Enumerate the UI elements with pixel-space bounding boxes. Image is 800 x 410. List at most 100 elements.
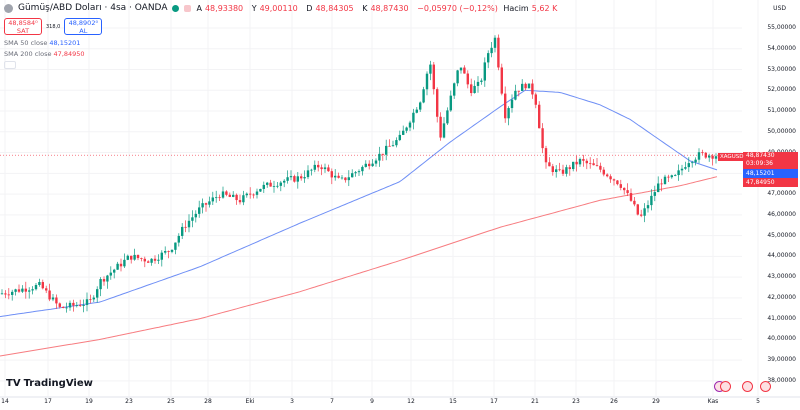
candle-body [476, 81, 480, 86]
candle-body [419, 102, 422, 110]
candle-body [402, 130, 405, 135]
chart-header: Gümüş/ABD Doları · 4sa · OANDA A 48,93380… [4, 3, 560, 13]
candle-body [289, 176, 293, 178]
candle-body [708, 155, 711, 158]
candle-body [153, 258, 157, 261]
price-axis-label: 43,00000 [767, 273, 796, 281]
candle-body [106, 275, 109, 282]
candle-body [24, 288, 27, 292]
candle-body [425, 73, 429, 90]
candle-body [167, 251, 170, 252]
symbol-icon [4, 3, 13, 13]
candle-body [334, 175, 337, 178]
candle-body [398, 134, 401, 141]
symbol-title[interactable]: Gümüş/ABD Doları · 4sa · OANDA [18, 3, 168, 13]
candle-body [62, 306, 65, 308]
candle-body [422, 89, 425, 103]
time-axis-label: 9 [370, 398, 374, 405]
candle-body [381, 153, 384, 155]
sma200-legend[interactable]: SMA 200 close 47,84950 [4, 50, 85, 58]
candle-body [38, 282, 41, 286]
candle-body [534, 94, 537, 105]
candle-body [28, 290, 31, 292]
time-axis-label: 14 [1, 398, 9, 405]
candle-body [177, 235, 180, 243]
time-axis-label: 12 [407, 398, 415, 405]
candle-body [432, 64, 435, 90]
price-axis-label: 54,00000 [767, 44, 796, 52]
time-axis-label: Eki [245, 398, 255, 405]
ohlc-values: A 48,93380 Y 49,00110 D 48,84305 K 48,87430 … [196, 3, 558, 13]
candle-body [527, 83, 531, 89]
candle-body [82, 305, 85, 306]
candle-body [65, 307, 68, 309]
candle-body [313, 164, 316, 170]
candle-body [300, 176, 303, 179]
candle-body [466, 73, 469, 85]
candle-body [572, 161, 575, 170]
candle-body [0, 293, 4, 295]
candle-body [459, 67, 463, 71]
candle-body [674, 175, 677, 176]
price-axis-label: 42,00000 [767, 293, 796, 301]
candle-body [650, 195, 653, 206]
candle-body [701, 152, 704, 154]
candle-body [680, 168, 684, 171]
sma200-tag: 47,84950 [743, 178, 798, 187]
price-axis-label: 47,00000 [767, 190, 796, 198]
candle-body [320, 167, 323, 170]
time-axis-label: 3 [290, 398, 294, 405]
sma50-legend[interactable]: SMA 50 close 48,15201 [4, 39, 81, 47]
candle-body [589, 163, 592, 165]
candle-body [68, 302, 72, 308]
event-flag-icon[interactable] [720, 381, 731, 392]
price-axis-label: 45,00000 [767, 231, 796, 239]
candle-body [136, 254, 140, 259]
candle-body [391, 145, 395, 147]
event-flag-icon[interactable] [760, 381, 771, 392]
data-status-icon [184, 4, 192, 12]
candle-body [371, 163, 374, 167]
candle-body [439, 116, 442, 138]
candle-body [34, 285, 38, 290]
buy-button[interactable]: 48,8902⁰ AL [64, 18, 103, 35]
candle-body [714, 156, 718, 159]
candle-body [347, 177, 350, 181]
sell-button[interactable]: 48,8584⁰ SAT [4, 18, 42, 35]
candle-body [323, 167, 327, 170]
candle-body [663, 176, 667, 185]
candle-body [629, 193, 633, 201]
candle-body [687, 163, 690, 168]
candle-body [150, 258, 153, 263]
candle-body [582, 158, 585, 161]
collapse-legend-button[interactable] [4, 61, 16, 69]
tradingview-logo[interactable]: 𝗧𝗩 TradingView [6, 378, 93, 389]
candle-body [174, 242, 177, 250]
candle-body [524, 83, 527, 89]
candle-body [269, 182, 272, 187]
time-axis-label: 5 [756, 398, 760, 405]
candle-body [442, 123, 446, 138]
candle-body [623, 187, 626, 191]
candle-body [113, 269, 116, 273]
candle-body [538, 104, 541, 129]
candle-body [517, 90, 520, 92]
candle-body [310, 169, 313, 171]
candle-body [436, 89, 439, 117]
candle-body [646, 205, 650, 209]
candle-body [279, 182, 282, 186]
candle-body [102, 279, 106, 282]
candle-body [225, 191, 228, 195]
candle-body [96, 289, 99, 298]
event-flag-icon[interactable] [742, 381, 753, 392]
candle-body [4, 293, 7, 295]
candle-body [500, 67, 503, 94]
candle-body [643, 208, 646, 216]
candle-body [272, 186, 276, 188]
candle-body [123, 259, 126, 267]
sma50-line [0, 89, 718, 318]
price-axis-label: 50,00000 [767, 127, 796, 135]
price-axis[interactable]: USD 55,00000 54,00000 53,00000 52,00000 51,0… [742, 0, 800, 398]
candle-body [211, 197, 214, 202]
